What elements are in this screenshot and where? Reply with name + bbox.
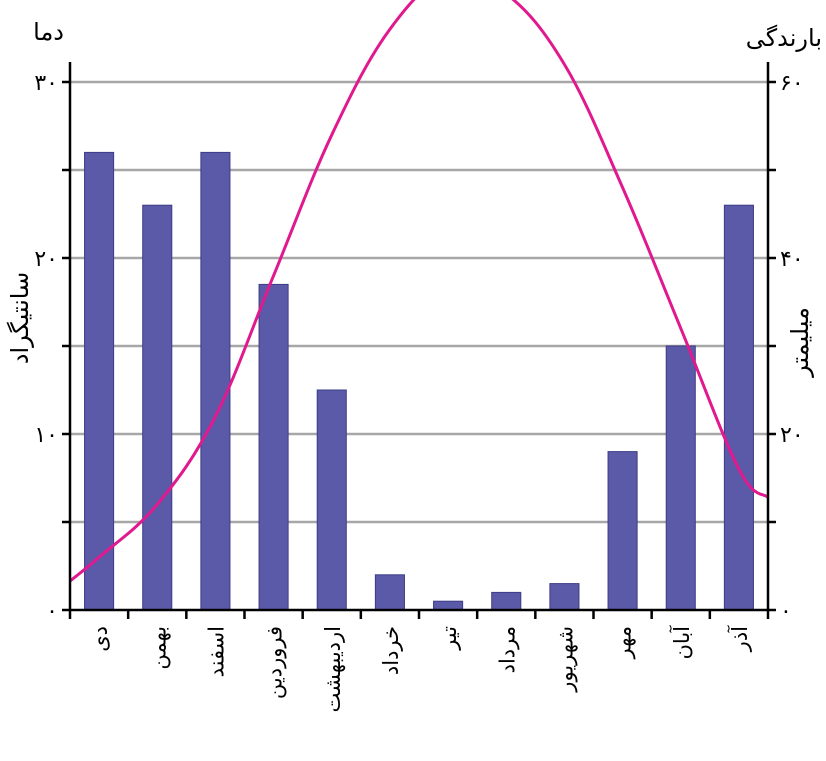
axes — [62, 62, 776, 619]
precipitation-bar — [142, 204, 173, 611]
left-axis-title: دما — [33, 18, 64, 46]
precipitation-bar — [607, 451, 638, 611]
left-tick-label: ۱۰ — [34, 423, 58, 448]
category-label: مهر — [612, 626, 636, 660]
left-axis-label: سانتیگراد — [6, 272, 34, 364]
grid-lines — [70, 80, 768, 524]
precipitation-bar — [665, 345, 696, 611]
right-axis-label: میلیمتر — [786, 307, 814, 378]
category-label: فروردین — [263, 626, 287, 699]
category-label: اسفند — [204, 626, 228, 677]
precipitation-bar — [549, 583, 580, 611]
temperature-line — [69, 0, 770, 583]
right-tick-label: ۶۰ — [780, 71, 804, 96]
precipitation-bar — [258, 283, 289, 611]
precipitation-bar — [723, 204, 754, 611]
category-label: اردیبهشت — [321, 626, 345, 713]
temperature-line-group — [69, 0, 770, 583]
precipitation-bar — [433, 600, 464, 611]
precipitation-bar — [491, 591, 522, 611]
category-label: شهریور — [553, 626, 577, 693]
precipitation-bar — [84, 151, 115, 611]
category-label: خرداد — [379, 626, 403, 675]
precipitation-bar — [200, 151, 231, 611]
category-labels: دی بهمن اسفند فروردین اردیبهشت خرداد تیر مرداد ش… — [88, 625, 752, 713]
right-axis-title: بارندگی — [746, 24, 822, 52]
tick-labels: ۰ ۱۰ ۲۰ ۳۰ ۰ ۲۰ ۴۰ ۶۰ — [34, 71, 803, 624]
category-label: مرداد — [495, 626, 519, 673]
precipitation-bar — [316, 389, 347, 611]
category-label: دی — [88, 626, 112, 652]
category-label: آذر — [727, 625, 752, 652]
right-tick-label: ۲۰ — [780, 423, 804, 448]
right-tick-label: ۴۰ — [780, 247, 804, 272]
left-tick-label: ۳۰ — [34, 71, 58, 96]
category-label: آبان — [669, 625, 694, 660]
category-label: تیر — [437, 626, 461, 651]
precipitation-bars — [84, 151, 754, 611]
precipitation-bar — [374, 574, 405, 611]
right-tick-label: ۰ — [780, 599, 792, 624]
left-tick-label: ۰ — [46, 599, 58, 624]
left-tick-label: ۲۰ — [34, 247, 58, 272]
category-label: بهمن — [146, 626, 170, 670]
